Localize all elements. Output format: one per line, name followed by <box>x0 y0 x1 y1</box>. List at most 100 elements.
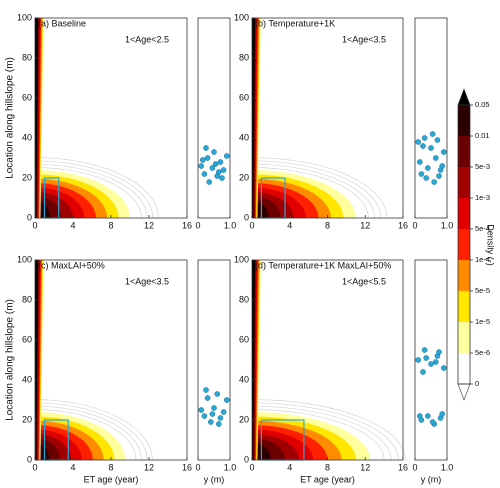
scatter-point <box>432 359 439 365</box>
scatter-point <box>423 175 430 181</box>
colorbar-segment <box>458 353 470 384</box>
y-tick-label: 100 <box>234 12 249 22</box>
scatter-point <box>434 137 441 143</box>
scatter-point <box>211 405 217 411</box>
scatter-point <box>203 145 209 151</box>
panel-title: (d) Temperature+1K MaxLAI+50% <box>255 260 391 270</box>
contour-line <box>34 399 153 461</box>
x-tick-label: 4 <box>287 220 292 230</box>
y-tick-label: 80 <box>239 294 249 304</box>
y-tick-label: 40 <box>22 132 32 142</box>
annotation: 1<Age<2.5 <box>125 34 169 44</box>
scatter-point <box>436 349 442 355</box>
x-tick-label: 8 <box>325 220 330 230</box>
y-tick-label: 60 <box>22 92 32 102</box>
scatter-point <box>416 413 423 419</box>
y-tick-label: 20 <box>239 414 249 424</box>
contour-line <box>251 402 399 461</box>
scatter-point <box>420 143 426 149</box>
scatter-point <box>423 355 430 361</box>
x-tick-label: 4 <box>70 462 75 472</box>
density-fill <box>252 18 255 170</box>
x-tick-label: 12 <box>360 462 370 472</box>
scatter-point <box>415 357 422 363</box>
scatter-point <box>440 365 447 371</box>
y-tick-label: 0 <box>244 454 249 464</box>
x-tick-label: 0 <box>195 462 200 472</box>
contour-line <box>251 157 388 219</box>
y-axis-label: Location along hillslope (m) <box>5 57 16 179</box>
contour-line <box>251 399 406 461</box>
colorbar-segment <box>458 322 470 353</box>
x-tick-label: 1.0 <box>224 220 237 230</box>
y-tick-label: 0 <box>244 212 249 222</box>
contour-line <box>34 402 148 461</box>
scatter-point <box>424 165 431 171</box>
x-tick-label: 0 <box>32 220 37 230</box>
scatter-point <box>214 391 220 397</box>
x-tick-label: 0 <box>412 220 417 230</box>
contour-line <box>251 160 382 219</box>
y-tick-label: 40 <box>239 374 249 384</box>
density-fill <box>35 260 38 412</box>
scatter-point <box>220 167 227 173</box>
contour-line <box>251 163 375 219</box>
colorbar-tick-label: 5e-6 <box>475 348 490 357</box>
scatter-frame <box>197 17 231 219</box>
x-tick-label: 0 <box>249 462 254 472</box>
contour-line <box>34 167 142 219</box>
scatter-point <box>209 165 216 171</box>
scatter-point <box>201 171 208 177</box>
colorbar-tick-label: 0.05 <box>475 100 490 109</box>
y-tick-label: 100 <box>234 254 249 264</box>
x-tick-label: 12 <box>144 462 154 472</box>
y-tick-label: 80 <box>22 52 32 62</box>
contour-line <box>34 160 154 219</box>
panel-title: (c) MaxLAI+50% <box>38 260 105 270</box>
colorbar-label: Density (-) <box>486 224 496 266</box>
colorbar-segment <box>458 167 470 198</box>
x-tick-label: 1.0 <box>441 220 454 230</box>
y-tick-label: 20 <box>239 172 249 182</box>
x-axis-label: ET age (year) <box>84 474 139 484</box>
annotation: 1<Age<3.5 <box>342 34 386 44</box>
contour-line <box>251 409 385 461</box>
x-tick-label: 0 <box>32 462 37 472</box>
scatter-point <box>431 179 438 185</box>
x-tick-label: 16 <box>182 220 192 230</box>
colorbar-segment <box>458 260 470 291</box>
scatter-point <box>204 395 211 401</box>
x-tick-label: 16 <box>398 220 408 230</box>
x-tick-label: 1.0 <box>441 462 454 472</box>
x-tick-label: 8 <box>325 462 330 472</box>
y-tick-label: 100 <box>17 12 32 22</box>
x-axis-label: ET age (year) <box>300 474 355 484</box>
colorbar-tick-label: 1e-4 <box>475 255 490 264</box>
colorbar-extend <box>457 88 471 106</box>
scatter-point <box>215 169 222 175</box>
x-tick-label: 16 <box>182 462 192 472</box>
x-tick-label: 12 <box>360 220 370 230</box>
scatter-point <box>199 157 206 163</box>
scatter-point <box>421 347 428 353</box>
colorbar-tick-label: 5e-4 <box>475 224 490 233</box>
scatter-point <box>215 421 222 427</box>
scatter-point <box>220 409 227 415</box>
x-tick-label: 0 <box>412 462 417 472</box>
x-tick-label: 4 <box>287 462 292 472</box>
scatter-point <box>428 361 434 367</box>
y-tick-label: 80 <box>239 52 249 62</box>
x-tick-label: 1.0 <box>224 462 237 472</box>
scatter-point <box>201 413 208 419</box>
contour-line <box>34 157 159 219</box>
colorbar-extend <box>457 383 471 401</box>
colorbar-tick-label: 1e-3 <box>475 193 490 202</box>
colorbar-tick-label: 5e-3 <box>475 162 490 171</box>
y-tick-label: 60 <box>22 334 32 344</box>
density-fill <box>252 260 255 412</box>
scatter-point <box>415 139 422 145</box>
x-tick-label: 16 <box>398 462 408 472</box>
scatter-point <box>204 155 211 161</box>
y-axis-label: Location along hillslope (m) <box>5 299 16 421</box>
